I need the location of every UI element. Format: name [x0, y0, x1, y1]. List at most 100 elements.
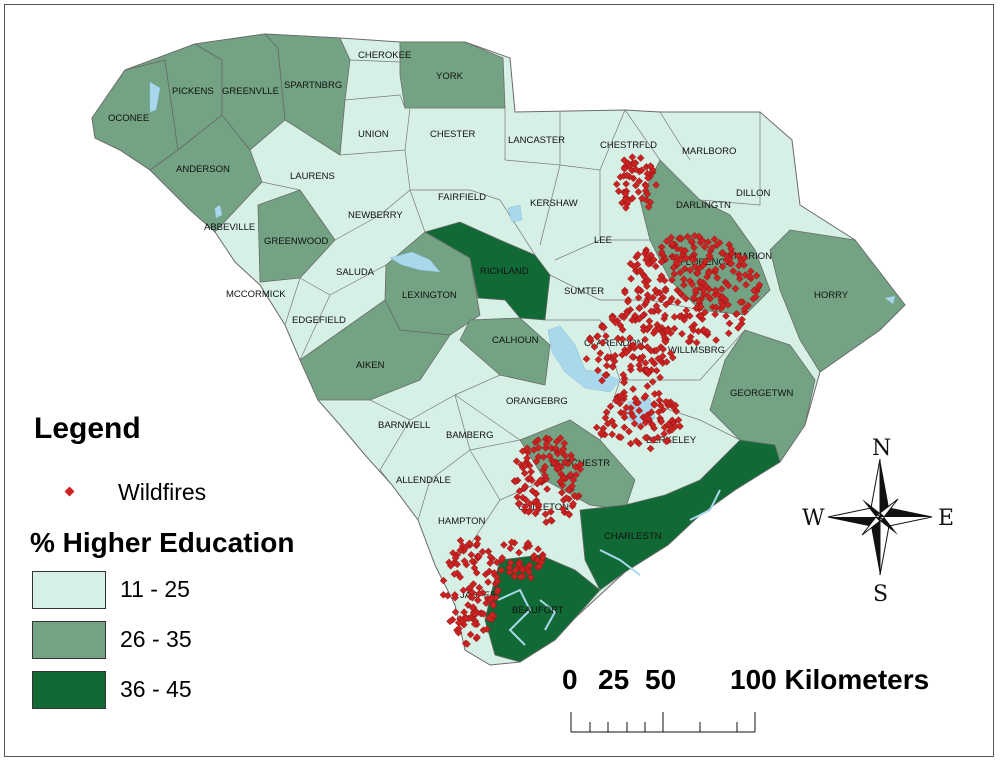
- wildfire-point: [474, 552, 483, 561]
- wildfire-point: [637, 166, 646, 175]
- wildfire-point: [666, 297, 674, 306]
- wildfire-point: [741, 271, 750, 279]
- wildfire-point: [545, 435, 554, 444]
- county-spartanburg: [264, 33, 351, 156]
- wildfire-point: [601, 371, 610, 380]
- wildfire-point: [538, 553, 547, 562]
- wildfire-point: [636, 365, 644, 373]
- wildfire-point: [624, 297, 632, 306]
- wildfire-point: [576, 460, 585, 469]
- wildfire-point: [717, 285, 726, 293]
- scale-label-25: 25: [598, 664, 630, 695]
- wildfire-point: [553, 464, 562, 473]
- wildfire-point: [515, 487, 524, 495]
- wildfire-point: [603, 353, 612, 361]
- legend-swatch-class-1: [32, 571, 106, 609]
- wildfire-point: [676, 422, 684, 431]
- wildfire-point: [651, 262, 660, 271]
- legend-class-1-label: 11 - 25: [120, 576, 190, 602]
- legend-class-2-label: 26 - 35: [120, 626, 192, 652]
- wildfire-point: [668, 425, 676, 434]
- wildfire-point: [722, 312, 730, 320]
- wildfire-point: [469, 580, 478, 588]
- wildfire-point: [494, 586, 502, 594]
- wildfire-point: [512, 457, 521, 466]
- wildfire-point: [518, 566, 527, 574]
- legend-wildfires-label: Wildfires: [118, 479, 207, 505]
- county-label-union: UNION: [358, 129, 389, 140]
- wildfire-point: [651, 326, 660, 335]
- wildfire-point: [472, 568, 481, 577]
- wildfire-point: [600, 323, 608, 332]
- wildfire-point: [740, 261, 748, 269]
- map-frame: [4, 4, 994, 757]
- county-label-darlingtn: DARLINGTN: [676, 200, 731, 211]
- wildfire-point: [456, 573, 465, 581]
- wildfire-point: [630, 160, 638, 168]
- wildfire-point: [676, 268, 685, 277]
- wildfire-point: [467, 550, 476, 559]
- wildfire-point: [624, 197, 633, 206]
- wildfire-point: [698, 236, 707, 245]
- wildfire-point: [635, 406, 644, 415]
- wildfire-point: [643, 282, 651, 291]
- wildfire-point: [539, 453, 548, 461]
- wildfire-point: [692, 338, 701, 347]
- wildfire-point: [680, 316, 689, 324]
- wildfire-point: [687, 237, 696, 246]
- wildfire-point: [636, 342, 645, 351]
- legend-swatch-class-2: [32, 621, 106, 659]
- county-label-marion: MARION: [734, 251, 772, 262]
- wildfire-point: [652, 366, 661, 375]
- wildfire-point: [648, 420, 656, 429]
- wildfire-point: [505, 568, 514, 577]
- wildfire-point: [621, 190, 630, 198]
- wildfire-point: [618, 350, 627, 359]
- wildfire-point: [679, 275, 688, 284]
- compass-east-label: E: [938, 506, 954, 531]
- wildfire-point: [541, 471, 549, 480]
- wildfire-point: [557, 488, 566, 497]
- wildfire-point: [628, 153, 637, 161]
- wildfire-point: [727, 259, 736, 268]
- wildfire-point: [725, 319, 734, 328]
- wildfire-point: [565, 510, 574, 519]
- wildfire-point: [688, 255, 697, 264]
- wildfire-point: [454, 618, 463, 627]
- county-label-beaufort: BEAUFORT: [512, 605, 564, 616]
- wildfire-point: [534, 443, 543, 452]
- wildfire-point: [724, 281, 733, 290]
- wildfire-point: [626, 259, 635, 268]
- wildfire-point: [618, 335, 627, 344]
- wildfire-point: [750, 286, 758, 295]
- county-label-charlestn: CHARLESTN: [604, 531, 662, 542]
- wildfire-point: [647, 307, 655, 316]
- wildfire-point: [626, 334, 634, 342]
- county-label-newberry: NEWBERRY: [348, 210, 403, 221]
- wildfire-point: [667, 233, 676, 242]
- wildfire-point: [586, 335, 594, 343]
- wildfire-point: [689, 294, 698, 302]
- wildfire-point: [484, 547, 493, 556]
- wildfire-point: [708, 244, 716, 252]
- wildfire-point: [638, 352, 647, 361]
- wildfire-point: [521, 495, 530, 504]
- wildfire-point: [642, 256, 650, 264]
- wildfire-point: [695, 296, 703, 305]
- wildfire-point: [675, 312, 684, 321]
- county-label-horry: HORRY: [814, 290, 849, 301]
- county-greenwood: [257, 189, 336, 283]
- wildfire-point: [608, 313, 617, 322]
- wildfire-point: [662, 397, 670, 406]
- wildfire-point: [460, 557, 469, 565]
- wildfire-point: [644, 174, 652, 182]
- wildfire-point: [593, 332, 602, 340]
- wildfire-point: [712, 303, 721, 312]
- county-aiken: [299, 299, 451, 401]
- wildfire-point: [655, 396, 664, 405]
- wildfire-point: [654, 354, 663, 363]
- wildfire-point: [475, 583, 484, 592]
- wildfire-point: [643, 382, 652, 391]
- wildfire-point: [521, 503, 529, 511]
- wildfire-point: [657, 243, 666, 251]
